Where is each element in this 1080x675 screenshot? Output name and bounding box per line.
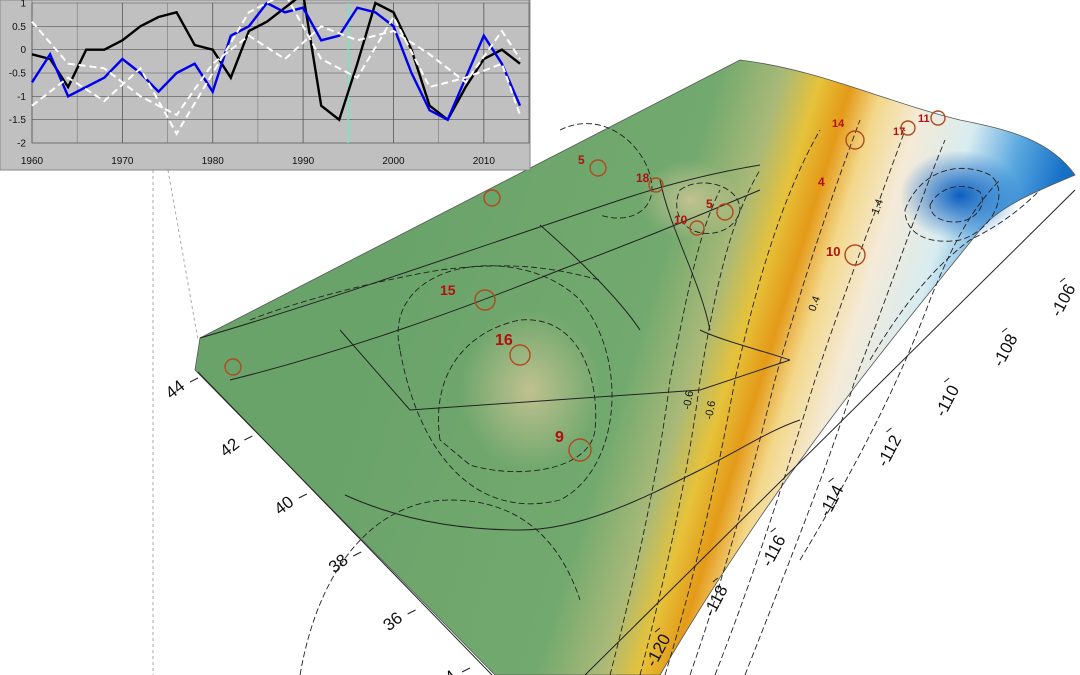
inset-x-ticks: 1960 1970 1980 1990 2000 2010 (21, 156, 496, 167)
contour-lines (249, 119, 1041, 675)
station-marker (844, 244, 866, 266)
lon-tick-label: -110 (931, 382, 963, 420)
station-marker (509, 344, 531, 366)
lon-tick-mark (770, 527, 777, 533)
inset-series-line-2 (30, 1, 522, 122)
contour-labels: -0.6 -0.6 0.4 1.4 (681, 198, 886, 421)
lon-tick-label: -112 (873, 432, 905, 470)
station-marker (900, 120, 916, 136)
lon-tick-label: -108 (989, 331, 1022, 370)
inset-x-tick-label: 1970 (111, 156, 134, 167)
warm-anomaly-a (460, 310, 600, 470)
boundary-lines (199, 164, 801, 531)
station-label: 17 (893, 126, 905, 138)
station-label: 14 (832, 118, 845, 130)
lat-tick-mark (189, 377, 199, 383)
lat-tick-label: 42 (216, 434, 243, 461)
lat-tick-mark (244, 435, 253, 441)
lat-tick-mark (298, 493, 308, 499)
station-markers (224, 110, 946, 462)
station-marker (474, 289, 496, 311)
inset-y-tick-label: -1 (17, 92, 26, 103)
inset-y-tick-label: -0.5 (9, 69, 27, 80)
box-frame (152, 169, 199, 675)
lon-tick-mark (654, 627, 661, 633)
inset-x-tick-label: 1960 (21, 156, 44, 167)
lon-tick-mark (943, 377, 950, 383)
station-label: 11 (918, 113, 930, 125)
station-label: 10 (826, 244, 840, 259)
inset-series-line-3 (31, 0, 521, 136)
lat-tick-label: 36 (379, 608, 406, 635)
station-label: 5 (706, 197, 713, 211)
blue-core (900, 150, 1020, 240)
lon-tick-label: -116 (757, 532, 789, 570)
inset-y-tick-label: -1.5 (9, 115, 27, 126)
lat-tick-mark (352, 551, 362, 557)
surface-plot: 5 18 10 5 15 16 9 14 4 10 17 11 -0.6 -0.… (194, 59, 1076, 675)
inset-y-tick-label: 0.5 (12, 22, 26, 33)
surface-body (194, 59, 1076, 675)
station-marker (483, 189, 501, 207)
lat-tick-label: 44 (162, 376, 189, 403)
station-marker (716, 203, 734, 221)
inset-series (30, 0, 522, 136)
inset-x-tick-label: 1980 (202, 156, 225, 167)
station-marker (845, 130, 865, 150)
station-label: 5 (578, 153, 585, 167)
lon-tick-mark (1001, 327, 1008, 333)
station-marker (648, 177, 664, 193)
contour-label: -0.6 (703, 400, 718, 421)
warm-anomaly-b (640, 160, 740, 240)
contour-label: -0.6 (681, 390, 696, 411)
inset-x-tick-label: 2000 (382, 156, 405, 167)
station-marker (568, 438, 592, 462)
station-marker (689, 220, 705, 236)
inset-series-line-1 (31, 0, 521, 122)
lon-tick-label: -106 (1047, 281, 1080, 320)
inset-grid (31, 2, 530, 144)
station-label: 16 (495, 332, 513, 349)
inset-y-tick-label: 0 (20, 45, 26, 56)
inset-x-tick-label: 2010 (473, 156, 496, 167)
lat-tick-label: 34 (434, 666, 461, 675)
station-marker (224, 358, 242, 376)
lon-tick-mark (712, 577, 719, 583)
lon-tick-mark (828, 477, 834, 483)
contour-label: 0.4 (807, 295, 824, 313)
inset-plot-background (31, 0, 530, 144)
inset-y-tick-label: 1 (20, 0, 26, 10)
inset-timeseries-chart: 1 0.5 0 -0.5 -1 -1.5 -2 1960 1970 1980 1990 2000 20… (0, 0, 531, 171)
lat-tick-mark (407, 609, 416, 615)
station-marker (930, 110, 946, 126)
inset-series-line-4 (31, 21, 521, 117)
station-label: 10 (674, 213, 688, 227)
inset-y-tick-label: -2 (17, 139, 26, 150)
inset-x-tick-label: 1990 (292, 156, 315, 167)
station-label: 18 (636, 171, 650, 185)
station-label: 15 (440, 282, 456, 298)
contour-label: 1.4 (870, 198, 887, 216)
station-labels: 5 18 10 5 15 16 9 14 4 10 17 11 (440, 113, 930, 446)
station-label: 4 (818, 175, 825, 189)
lon-tick-mark (886, 427, 892, 433)
station-label: 9 (555, 429, 564, 446)
lat-tick-mark (461, 667, 471, 673)
lat-tick-label: 40 (271, 492, 298, 519)
lon-tick-label: -114 (815, 482, 847, 520)
lon-tick-mark (1059, 277, 1066, 283)
inset-y-ticks: 1 0.5 0 -0.5 -1 -1.5 -2 (9, 0, 27, 150)
station-marker (589, 159, 607, 177)
